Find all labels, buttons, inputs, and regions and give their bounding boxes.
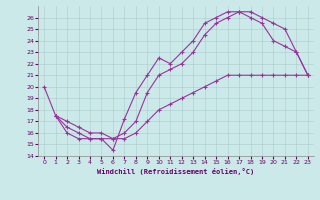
X-axis label: Windchill (Refroidissement éolien,°C): Windchill (Refroidissement éolien,°C)	[97, 168, 255, 175]
